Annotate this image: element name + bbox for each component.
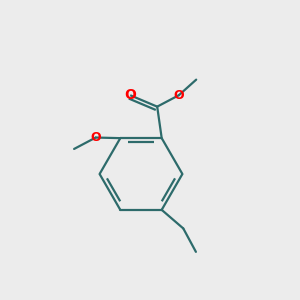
Text: O: O bbox=[90, 131, 101, 144]
Text: O: O bbox=[124, 88, 136, 102]
Text: O: O bbox=[173, 89, 184, 102]
